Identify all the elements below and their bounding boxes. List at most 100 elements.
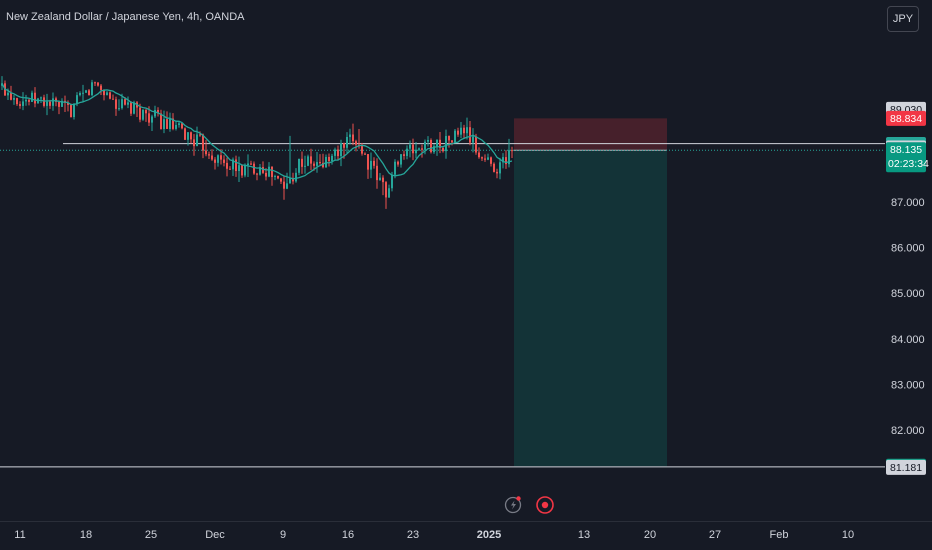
candle [430,138,432,154]
candle [34,87,36,108]
candle [319,154,321,165]
candle [31,90,33,103]
stop-loss-zone[interactable] [514,118,667,151]
price-badge: 81.181 [886,459,926,475]
candle [427,136,429,147]
candle [28,98,30,106]
price-tick-label: 85.000 [891,288,925,300]
candle [118,99,120,111]
candle [511,146,513,159]
candle [94,81,96,86]
candle [127,96,129,109]
candle [403,150,405,160]
candle [463,124,465,139]
candle [373,157,375,169]
candle [112,94,114,100]
time-tick-label: 13 [578,529,590,541]
candle [286,172,288,190]
candle [13,94,15,105]
lightning-icon[interactable] [504,496,522,514]
candle [493,162,495,173]
candle [448,135,450,148]
candle [22,92,24,111]
candle [277,175,279,180]
candle [472,128,474,153]
candle [484,154,486,162]
candle [304,155,306,174]
candle [193,134,195,156]
time-tick-label: 9 [280,529,286,541]
candle [70,103,72,118]
candle [334,147,336,161]
candle [91,79,93,97]
candle [109,91,111,100]
candle [460,122,462,139]
candle [487,153,489,161]
time-tick-label: 23 [407,529,419,541]
candle [307,154,309,167]
candle [25,94,27,106]
candle [499,157,501,180]
candle [238,156,240,182]
candle [262,161,264,174]
candle [223,155,225,167]
candle [46,93,48,116]
candle [409,140,411,158]
candle [85,89,87,93]
record-icon[interactable] [536,496,554,514]
candle [217,154,219,167]
candle [187,131,189,146]
candle [433,143,435,154]
candle [166,111,168,129]
candle [169,112,171,132]
candle [370,152,372,179]
candle [382,175,384,196]
candle [439,132,441,154]
candle [478,147,480,159]
currency-unit-button[interactable]: JPY [887,6,919,32]
candle [235,155,237,177]
price-tick-label: 84.000 [891,334,925,346]
candle [457,127,459,137]
record-dot-icon [541,501,549,509]
candle [490,156,492,167]
candle [406,145,408,160]
candle [445,129,447,159]
candle [274,174,276,181]
notification-dot-icon [516,496,521,501]
price-badge: 88.834 [886,110,926,126]
time-tick-label: 16 [342,529,354,541]
price-tick-label: 82.000 [891,425,925,437]
candle [142,109,144,121]
candle [469,120,471,146]
candle [199,131,201,137]
candle [151,114,153,132]
candle [364,152,366,155]
candle [160,109,162,130]
candle [58,100,60,115]
candle [376,158,378,189]
candle [82,84,84,103]
time-axis: 11 18 25 Dec 9 16 23 2025 13 20 27 Feb 10 [14,529,854,541]
candle [301,151,303,174]
candle [103,89,105,101]
candle [280,177,282,184]
take-profit-zone[interactable] [514,150,667,467]
candle [355,139,357,152]
price-tick-label: 87.000 [891,197,925,209]
candle [337,145,339,160]
candle [97,82,99,87]
price-badges: 89.03088.83488.26088.18488.13502:23:3481… [886,101,929,475]
candle [349,128,351,145]
replay-buttons[interactable] [504,496,554,514]
price-badge: 88.135 02:23:34 [886,142,929,173]
candle [295,168,297,183]
candle [241,164,243,178]
price-badge-label: 88.135 [890,144,922,156]
candle [454,128,456,144]
candle [322,153,324,169]
candle [208,151,210,159]
lightning-bolt-glyph [511,500,516,510]
time-tick-label: 10 [842,529,854,541]
